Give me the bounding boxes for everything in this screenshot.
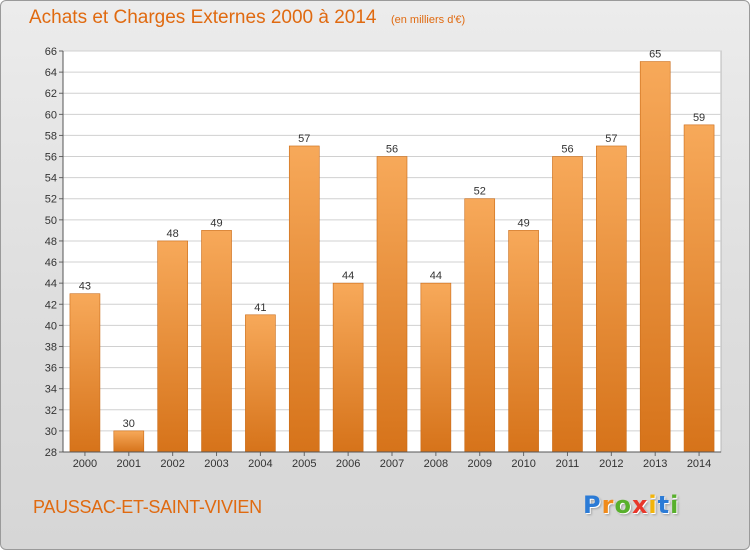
logo-letter: t bbox=[657, 491, 671, 519]
logo-letter: o bbox=[614, 491, 632, 519]
data-label: 48 bbox=[167, 228, 179, 240]
data-label: 43 bbox=[79, 281, 91, 293]
y-tick-label: 38 bbox=[45, 341, 57, 353]
y-tick-label: 34 bbox=[45, 384, 57, 396]
y-tick-label: 56 bbox=[45, 152, 57, 164]
data-label: 41 bbox=[254, 302, 266, 314]
y-tick-label: 40 bbox=[45, 320, 57, 332]
bar-2001 bbox=[113, 430, 145, 453]
bar-2014 bbox=[683, 124, 715, 453]
bar-2011 bbox=[552, 156, 583, 453]
x-tick-label: 2013 bbox=[643, 458, 667, 470]
bar-2010 bbox=[508, 230, 539, 453]
data-label: 57 bbox=[298, 133, 310, 145]
data-label: 30 bbox=[123, 418, 135, 430]
y-tick-label: 32 bbox=[45, 405, 57, 417]
data-label: 56 bbox=[386, 144, 398, 156]
chart-title: Achats et Charges Externes 2000 à 2014 bbox=[29, 7, 377, 28]
x-tick-label: 2007 bbox=[380, 458, 404, 470]
data-label: 52 bbox=[474, 186, 486, 198]
commune-name: PAUSSAC-ET-SAINT-VIVIEN bbox=[33, 497, 262, 517]
bar-2006 bbox=[332, 282, 364, 453]
logo-letter: x bbox=[631, 491, 649, 519]
y-tick-label: 48 bbox=[45, 236, 57, 248]
logo-letter: P bbox=[583, 491, 602, 519]
y-tick-label: 64 bbox=[45, 67, 57, 79]
data-label: 44 bbox=[342, 270, 354, 282]
logo-letter: r bbox=[601, 491, 615, 519]
proxiti-logo: Proxiti bbox=[583, 491, 679, 519]
x-tick-label: 2000 bbox=[73, 458, 97, 470]
y-tick-label: 54 bbox=[45, 173, 57, 185]
chart-title-row: Achats et Charges Externes 2000 à 2014 (… bbox=[29, 7, 465, 29]
y-tick-label: 62 bbox=[45, 88, 57, 100]
y-tick-label: 66 bbox=[45, 46, 57, 58]
bar-2002 bbox=[157, 240, 188, 453]
x-tick-label: 2011 bbox=[556, 458, 580, 470]
x-tick-label: 2004 bbox=[248, 458, 272, 470]
y-tick-label: 46 bbox=[45, 257, 57, 269]
y-tick-label: 44 bbox=[45, 278, 57, 290]
y-tick-label: 52 bbox=[45, 194, 57, 206]
data-label: 49 bbox=[210, 217, 222, 229]
x-tick-label: 2002 bbox=[160, 458, 184, 470]
data-label: 59 bbox=[693, 112, 705, 124]
bar-2008 bbox=[420, 282, 452, 453]
y-tick-label: 50 bbox=[45, 215, 57, 227]
bar-2000 bbox=[69, 293, 101, 453]
bar-2003 bbox=[201, 230, 232, 453]
y-tick-label: 36 bbox=[45, 363, 57, 375]
y-tick-label: 58 bbox=[45, 130, 57, 142]
y-tick-label: 30 bbox=[45, 426, 57, 438]
logo-letter: i bbox=[648, 491, 658, 519]
bar-2004 bbox=[245, 314, 276, 453]
data-label: 65 bbox=[649, 49, 661, 61]
x-tick-label: 2005 bbox=[292, 458, 316, 470]
x-tick-label: 2009 bbox=[467, 458, 491, 470]
data-label: 44 bbox=[430, 270, 442, 282]
bar-2005 bbox=[288, 145, 320, 453]
y-tick-label: 28 bbox=[45, 447, 57, 459]
bar-2013 bbox=[639, 61, 671, 453]
chart-unit: (en milliers d'€) bbox=[390, 14, 466, 26]
y-tick-label: 60 bbox=[45, 109, 57, 121]
x-tick-label: 2008 bbox=[424, 458, 448, 470]
y-tick-label: 42 bbox=[45, 299, 57, 311]
x-tick-label: 2006 bbox=[336, 458, 360, 470]
x-tick-label: 2001 bbox=[117, 458, 141, 470]
bar-2012 bbox=[596, 145, 627, 453]
x-tick-label: 2003 bbox=[204, 458, 228, 470]
x-tick-label: 2012 bbox=[599, 458, 623, 470]
x-tick-label: 2014 bbox=[687, 458, 711, 470]
data-label: 57 bbox=[605, 133, 617, 145]
bar-2007 bbox=[376, 156, 408, 453]
data-label: 56 bbox=[561, 144, 573, 156]
bar-2009 bbox=[464, 198, 496, 453]
logo-letter: i bbox=[670, 491, 680, 519]
x-tick-label: 2010 bbox=[511, 458, 535, 470]
data-label: 49 bbox=[517, 217, 529, 229]
